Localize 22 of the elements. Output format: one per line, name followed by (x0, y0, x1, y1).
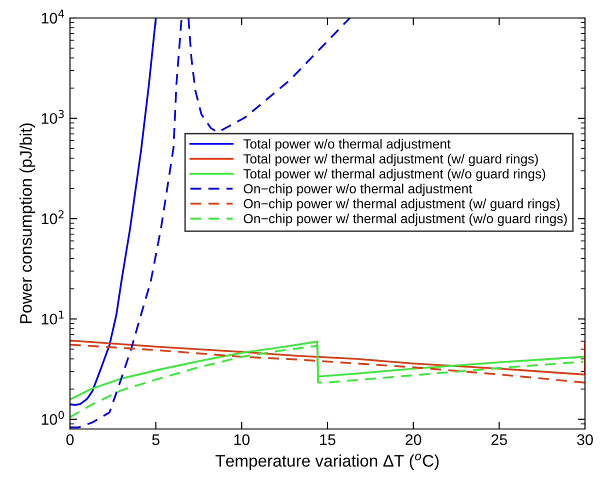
x-tick-label: 30 (577, 434, 593, 446)
x-axis-title: Temperature variation ΔT ($^{o}$C) (216, 454, 439, 470)
legend-label: Total power w/ thermal adjustment (w/o guard rings) (243, 168, 546, 182)
legend-label: On−chip power w/ thermal adjustment (w/o guard rings) (244, 214, 567, 226)
y-tick-label: 10$^{1}$ (42, 310, 64, 325)
x-tick-label: 25 (491, 434, 508, 446)
x-tick-label: 20 (406, 434, 422, 446)
x-tick-label: 0 (66, 434, 74, 446)
legend-label: On−chip power w/o thermal adjustment (244, 184, 472, 196)
line-series (70, 18, 157, 406)
y-tick-label: 10$^{0}$ (42, 410, 64, 425)
x-tick-label: 5 (152, 434, 160, 446)
y-axis-title: Power consumption (pJ/bit) (20, 124, 36, 324)
y-tick-label: 10$^{3}$ (42, 110, 64, 124)
x-tick-label: 15 (320, 434, 336, 446)
x-tick-label: 10 (234, 434, 250, 446)
y-tick-label: 10$^{2}$ (42, 210, 64, 224)
legend-label: Total power w/o thermal adjustment (243, 138, 451, 152)
line-series (70, 344, 584, 418)
legend-label: On−chip power w/ thermal adjustment (w/ guard rings) (244, 198, 560, 211)
y-tick-label: 10$^{4}$ (42, 10, 64, 24)
legend-label: Total power w/ thermal adjustment (w/ guard rings) (243, 154, 538, 166)
